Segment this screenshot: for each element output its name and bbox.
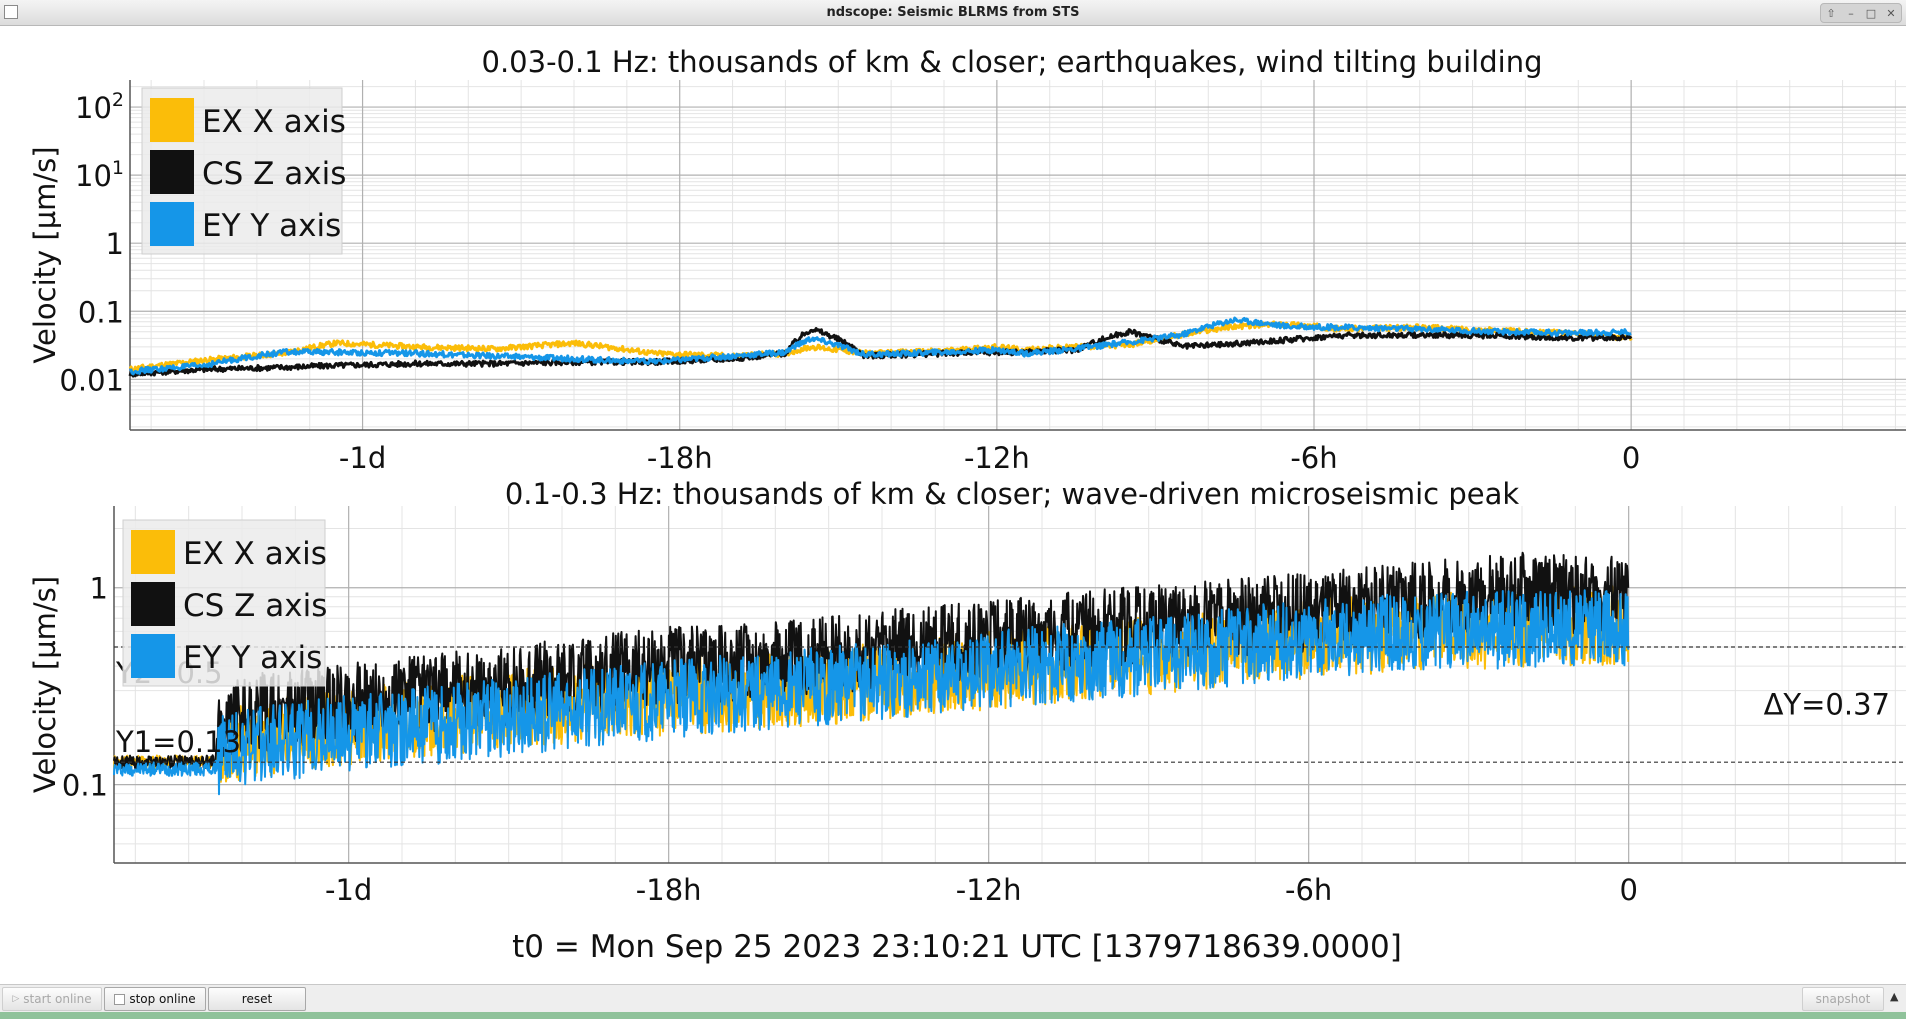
t0-timestamp-label: t0 = Mon Sep 25 2023 23:10:21 UTC [13797… [512, 929, 1402, 965]
window-shade-icon[interactable]: ⇧ [1826, 6, 1836, 20]
stop-online-button[interactable]: stop online [104, 987, 206, 1011]
legend-label: EY Y axis [202, 208, 341, 244]
x-tick-label: -18h [647, 441, 713, 475]
plot-title: 0.1-0.3 Hz: thousands of km & closer; wa… [505, 477, 1520, 511]
y-tick-label: 102 [75, 89, 124, 125]
plot-seismic-0p1-0p3-hz[interactable]: 0.1-0.3 Hz: thousands of km & closer; wa… [28, 477, 1906, 907]
window-title: ndscope: Seismic BLRMS from STS [826, 5, 1080, 20]
window-close-icon[interactable]: ✕ [1886, 6, 1896, 20]
status-bar [0, 1012, 1906, 1019]
legend-label: EY Y axis [183, 640, 322, 676]
x-tick-label: 0 [1619, 873, 1637, 907]
y-tick-label: 0.1 [62, 769, 108, 803]
x-tick-label: -18h [636, 873, 702, 907]
y-tick-label: 101 [75, 157, 124, 193]
legend-label: CS Z axis [183, 588, 327, 624]
stop-checkbox-icon [114, 993, 126, 1005]
legend-label: EX X axis [202, 104, 346, 140]
plot-title: 0.03-0.1 Hz: thousands of km & closer; e… [482, 45, 1543, 79]
series-line-2 [128, 316, 1632, 376]
y-axis-label: Velocity [µm/s] [28, 146, 62, 363]
y-tick-label: 0.01 [59, 363, 124, 397]
window-maximize-icon[interactable]: □ [1865, 6, 1877, 20]
x-tick-label: 0 [1622, 441, 1640, 475]
legend-label: CS Z axis [202, 156, 346, 192]
bottom-toolbar: ▷ start online stop online reset snapsho… [0, 984, 1906, 1013]
plot-seismic-0p03-0p1-hz[interactable]: 0.03-0.1 Hz: thousands of km & closer; e… [28, 45, 1906, 475]
cursor-delta-label: ΔY=0.37 [1764, 688, 1890, 722]
cursor-y1-label: Y1=0.13 [115, 725, 241, 759]
x-tick-label: -12h [964, 441, 1030, 475]
plot-canvas[interactable]: 0.03-0.1 Hz: thousands of km & closer; e… [0, 26, 1906, 986]
series-line-2 [113, 589, 1630, 796]
legend-swatch [150, 150, 194, 194]
snapshot-button[interactable]: snapshot [1802, 987, 1884, 1011]
x-tick-label: -12h [956, 873, 1022, 907]
window-titlebar: ndscope: Seismic BLRMS from STS ⇧ – □ ✕ [0, 0, 1906, 26]
stop-online-label: stop online [129, 992, 196, 1006]
reset-button[interactable]: reset [208, 987, 306, 1011]
y-tick-label: 1 [106, 227, 124, 261]
y-axis-label: Velocity [µm/s] [28, 576, 62, 793]
y-tick-label: 1 [90, 572, 108, 606]
legend-swatch [150, 98, 194, 142]
toolbar-overflow-icon[interactable]: ▲ [1890, 990, 1899, 1003]
x-tick-label: -1d [325, 873, 372, 907]
snapshot-label: snapshot [1815, 992, 1871, 1006]
reset-label: reset [241, 992, 273, 1006]
window-controls: ⇧ – □ ✕ [1820, 3, 1902, 23]
y-tick-label: 0.1 [78, 295, 124, 329]
x-tick-label: -6h [1285, 873, 1332, 907]
window-menu-icon[interactable] [4, 5, 18, 19]
play-icon: ▷ [12, 994, 20, 1004]
x-tick-label: -6h [1290, 441, 1337, 475]
legend-swatch [131, 530, 175, 574]
start-online-button[interactable]: ▷ start online [2, 987, 102, 1011]
legend-swatch [131, 582, 175, 626]
legend-swatch [131, 634, 175, 678]
window-minimize-icon[interactable]: – [1848, 6, 1854, 20]
x-tick-label: -1d [339, 441, 386, 475]
start-online-label: start online [23, 992, 92, 1006]
legend-swatch [150, 202, 194, 246]
legend-label: EX X axis [183, 536, 327, 572]
